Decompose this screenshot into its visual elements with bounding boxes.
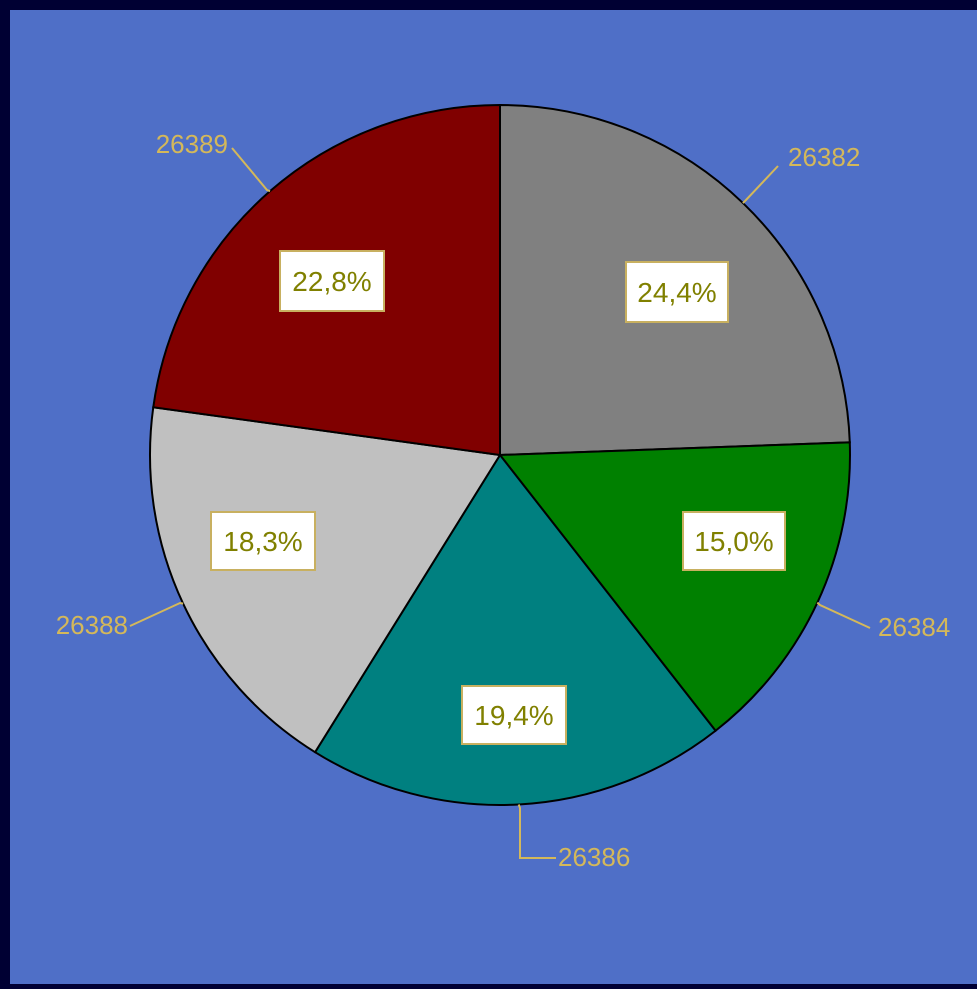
percent-label-box-26389 xyxy=(279,250,385,312)
category-label-26388: 26388 xyxy=(56,610,128,640)
percent-label-box-26382 xyxy=(625,261,729,323)
percent-label-26386: 19,4% xyxy=(474,700,553,731)
percent-label-26384: 15,0% xyxy=(694,526,773,557)
percent-label-box-26384 xyxy=(682,511,786,571)
leader-lines xyxy=(129,147,871,859)
pie-slice-26388 xyxy=(149,406,502,754)
pie-slice-26386 xyxy=(313,453,717,806)
leader-line-26386 xyxy=(517,804,556,859)
leader-line-26388 xyxy=(129,601,184,627)
percent-label-box-26388 xyxy=(210,511,316,571)
category-label-26384: 26384 xyxy=(878,612,950,642)
leader-line-26384 xyxy=(816,601,871,629)
percent-labels: 24,4% 15,0% 19,4% 18,3% 22,8% xyxy=(210,250,786,745)
leader-line-26389 xyxy=(231,147,271,193)
category-label-26386: 26386 xyxy=(558,842,630,872)
leader-line-26382 xyxy=(742,165,779,204)
percent-label-26388: 18,3% xyxy=(223,526,302,557)
percent-label-26389: 22,8% xyxy=(292,266,371,297)
percent-label-26382: 24,4% xyxy=(637,277,716,308)
category-labels: 26382 26384 26386 26388 26389 xyxy=(56,129,951,872)
category-label-26389: 26389 xyxy=(156,129,228,159)
percent-label-box-26386 xyxy=(461,685,567,745)
category-label-26382: 26382 xyxy=(788,142,860,172)
